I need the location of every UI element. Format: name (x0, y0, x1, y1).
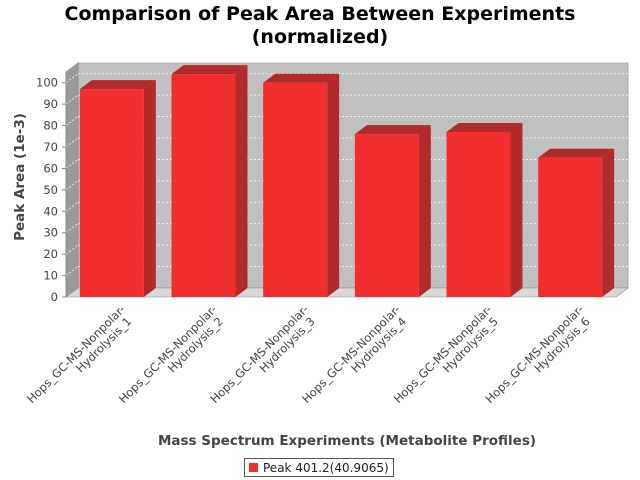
bar-top (446, 123, 523, 132)
legend-label: Peak 401.2(40.9065) (263, 460, 389, 475)
bar-side (602, 148, 615, 297)
x-axis: Hops_GC-MS-Nonpolar-Hydrolysis_1Hops_GC-… (24, 302, 595, 415)
bar-front (263, 82, 328, 297)
bar-top (538, 148, 615, 158)
x-axis-title: Mass Spectrum Experiments (Metabolite Pr… (158, 433, 536, 449)
gridline-side (65, 73, 79, 84)
y-axis: 0 10 20 30 40 50 60 70 80 90 100 (36, 72, 67, 304)
bar-front (354, 134, 419, 297)
bar-top (354, 125, 431, 135)
plot-side-wall (65, 62, 79, 298)
bar-side (327, 73, 340, 297)
legend: Peak 401.2(40.9065) (244, 458, 394, 477)
gridline-side (65, 137, 79, 148)
gridline-side (65, 94, 79, 105)
gridline-side (65, 159, 79, 169)
bar-front (538, 157, 603, 297)
y-tick-label: 70 (43, 140, 58, 154)
gridline-side (65, 266, 79, 276)
y-tick-label: 80 (43, 119, 58, 133)
bar-side (235, 65, 248, 298)
gridline-side (65, 180, 79, 191)
bars (79, 65, 615, 298)
gridline-side (65, 223, 79, 234)
y-tick-label: 50 (43, 183, 58, 197)
gridline-side (65, 244, 79, 255)
y-tick-label: 40 (43, 204, 58, 218)
bar-front (446, 132, 511, 297)
chart-title-line-2: (normalized) (251, 26, 389, 48)
bar (446, 123, 523, 297)
y-tick-label: 30 (43, 226, 58, 240)
bar (171, 65, 248, 298)
y-tick-label: 60 (43, 161, 58, 175)
gridline-side (65, 116, 79, 126)
x-tick-label: Hops_GC-MS-Nonpolar-Hydrolysis_6 (482, 302, 595, 415)
bar-side (510, 123, 523, 297)
bar-front (79, 89, 144, 298)
bar-top (79, 80, 156, 90)
y-axis-title: Peak Area (1e-3) (12, 113, 28, 241)
chart-title-line-1: Comparison of Peak Area Between Experime… (64, 3, 576, 25)
y-tick-label: 20 (43, 247, 58, 261)
chart-title: Comparison of Peak Area Between Experime… (0, 3, 640, 49)
bar-top (171, 65, 248, 75)
y-tick-label: 90 (43, 97, 58, 111)
y-tick-label: 100 (36, 76, 58, 90)
legend-swatch (249, 463, 258, 472)
bar-side (143, 80, 156, 298)
y-tick-label: 0 (51, 290, 58, 304)
y-tick-label: 10 (43, 269, 58, 283)
bar (79, 80, 156, 298)
bar-side (418, 125, 431, 298)
gridline-side (65, 201, 79, 212)
bar (538, 148, 615, 297)
bar-top (263, 73, 340, 83)
bar (263, 73, 340, 297)
bar-front (171, 74, 236, 298)
bar (354, 125, 431, 298)
